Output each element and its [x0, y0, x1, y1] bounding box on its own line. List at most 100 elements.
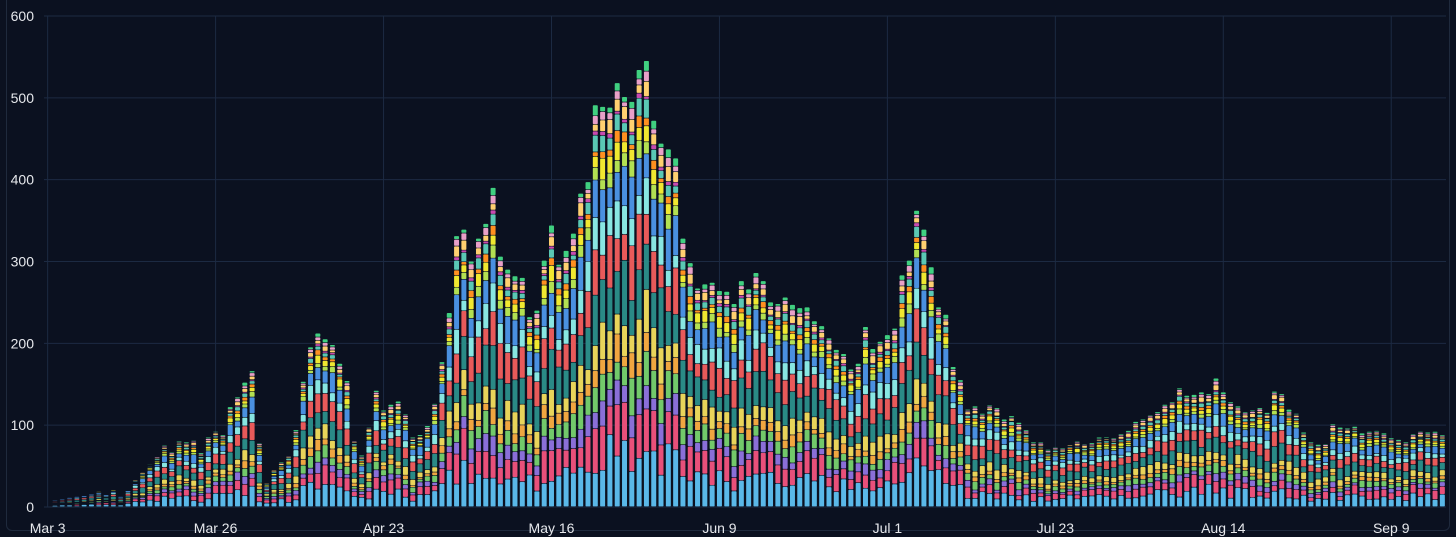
- bar-segment: [673, 171, 679, 182]
- bar-segment: [125, 491, 131, 493]
- bar-segment: [592, 295, 598, 346]
- bar-segment: [811, 326, 817, 332]
- bar-segment: [1082, 462, 1088, 467]
- bar-segment: [651, 134, 657, 145]
- bar-stack: [410, 437, 416, 507]
- bar-segment: [497, 256, 503, 261]
- bar-segment: [585, 240, 591, 262]
- bar-segment: [1082, 490, 1088, 497]
- bar-segment: [322, 445, 328, 458]
- bar-segment: [936, 438, 941, 445]
- bar-segment: [1396, 447, 1402, 450]
- bar-segment: [600, 131, 606, 136]
- bar-segment: [1315, 446, 1321, 448]
- bar-stack: [724, 291, 730, 507]
- bar-segment: [1067, 489, 1073, 491]
- bar-segment: [994, 490, 1000, 493]
- bar-segment: [497, 379, 503, 418]
- bar-segment: [1308, 497, 1314, 501]
- bar-stack: [680, 238, 686, 507]
- bar-segment: [329, 372, 335, 393]
- bar-segment: [819, 373, 825, 389]
- bar-segment: [388, 407, 394, 410]
- bar-segment: [264, 490, 270, 492]
- bar-segment: [505, 316, 511, 344]
- bar-segment: [366, 439, 372, 441]
- bar-segment: [140, 502, 146, 507]
- bar-segment: [819, 351, 825, 358]
- bar-segment: [271, 496, 277, 499]
- bar-stack: [1111, 438, 1117, 507]
- bar-segment: [1242, 442, 1248, 449]
- bar-segment: [1337, 480, 1343, 486]
- bar-segment: [1286, 409, 1292, 412]
- bar-segment: [527, 376, 533, 399]
- bar-segment: [928, 281, 934, 288]
- bar-segment: [936, 315, 941, 318]
- bar-segment: [636, 195, 642, 214]
- bar-segment: [892, 352, 898, 357]
- bar-segment: [154, 462, 160, 464]
- bar-segment: [687, 354, 693, 371]
- bar-segment: [1425, 435, 1431, 437]
- bar-segment: [1235, 433, 1241, 440]
- bar-segment: [1206, 439, 1212, 452]
- bar-segment: [687, 434, 693, 447]
- bar-segment: [1096, 444, 1102, 447]
- bar-segment: [1425, 484, 1431, 488]
- bar-segment: [1432, 431, 1438, 433]
- bar-stack: [541, 260, 547, 507]
- bar-segment: [271, 489, 277, 492]
- bar-segment: [614, 456, 620, 507]
- bar-segment: [709, 282, 715, 285]
- bar-segment: [833, 353, 839, 355]
- bar-segment: [183, 486, 189, 490]
- bar-segment: [205, 456, 211, 463]
- bar-segment: [563, 438, 569, 450]
- bar-segment: [461, 311, 467, 337]
- bar-segment: [855, 404, 861, 416]
- bar-segment: [1125, 486, 1131, 492]
- bar-segment: [687, 304, 693, 311]
- bar-stack: [388, 404, 394, 507]
- bar-segment: [1169, 415, 1175, 420]
- bar-segment: [607, 133, 613, 138]
- bar-segment: [1374, 463, 1380, 472]
- bar-stack: [709, 282, 715, 507]
- bar-segment: [140, 474, 146, 476]
- bar-segment: [833, 355, 839, 360]
- bar-segment: [527, 475, 533, 507]
- bar-segment: [928, 446, 934, 471]
- bar-segment: [789, 331, 795, 334]
- bar-segment: [570, 267, 576, 280]
- bar-segment: [1235, 418, 1241, 420]
- bar-segment: [1140, 420, 1146, 423]
- bar-segment: [1293, 467, 1299, 476]
- bar-segment: [1052, 455, 1058, 456]
- bar-segment: [1374, 433, 1380, 435]
- bar-stack: [1286, 409, 1292, 507]
- bar-segment: [147, 491, 153, 494]
- bar-segment: [81, 498, 87, 500]
- bar-segment: [1330, 473, 1336, 475]
- bar-segment: [446, 322, 452, 327]
- bar-segment: [278, 468, 284, 470]
- bar-segment: [1147, 425, 1153, 428]
- bar-segment: [359, 462, 365, 464]
- bar-segment: [1176, 414, 1182, 421]
- bar-segment: [1352, 471, 1358, 475]
- bar-segment: [497, 468, 503, 484]
- bar-segment: [1191, 403, 1197, 407]
- bar-segment: [841, 363, 847, 366]
- bar-stack: [1103, 437, 1109, 507]
- bar-segment: [870, 356, 876, 363]
- bar-segment: [410, 493, 416, 495]
- bar-segment: [826, 469, 832, 477]
- bar-segment: [1118, 475, 1124, 481]
- bar-segment: [198, 472, 204, 480]
- bar-segment: [570, 381, 576, 402]
- bar-segment: [373, 394, 379, 398]
- bar-segment: [1374, 445, 1380, 454]
- bar-segment: [768, 422, 774, 432]
- bar-segment: [162, 452, 167, 454]
